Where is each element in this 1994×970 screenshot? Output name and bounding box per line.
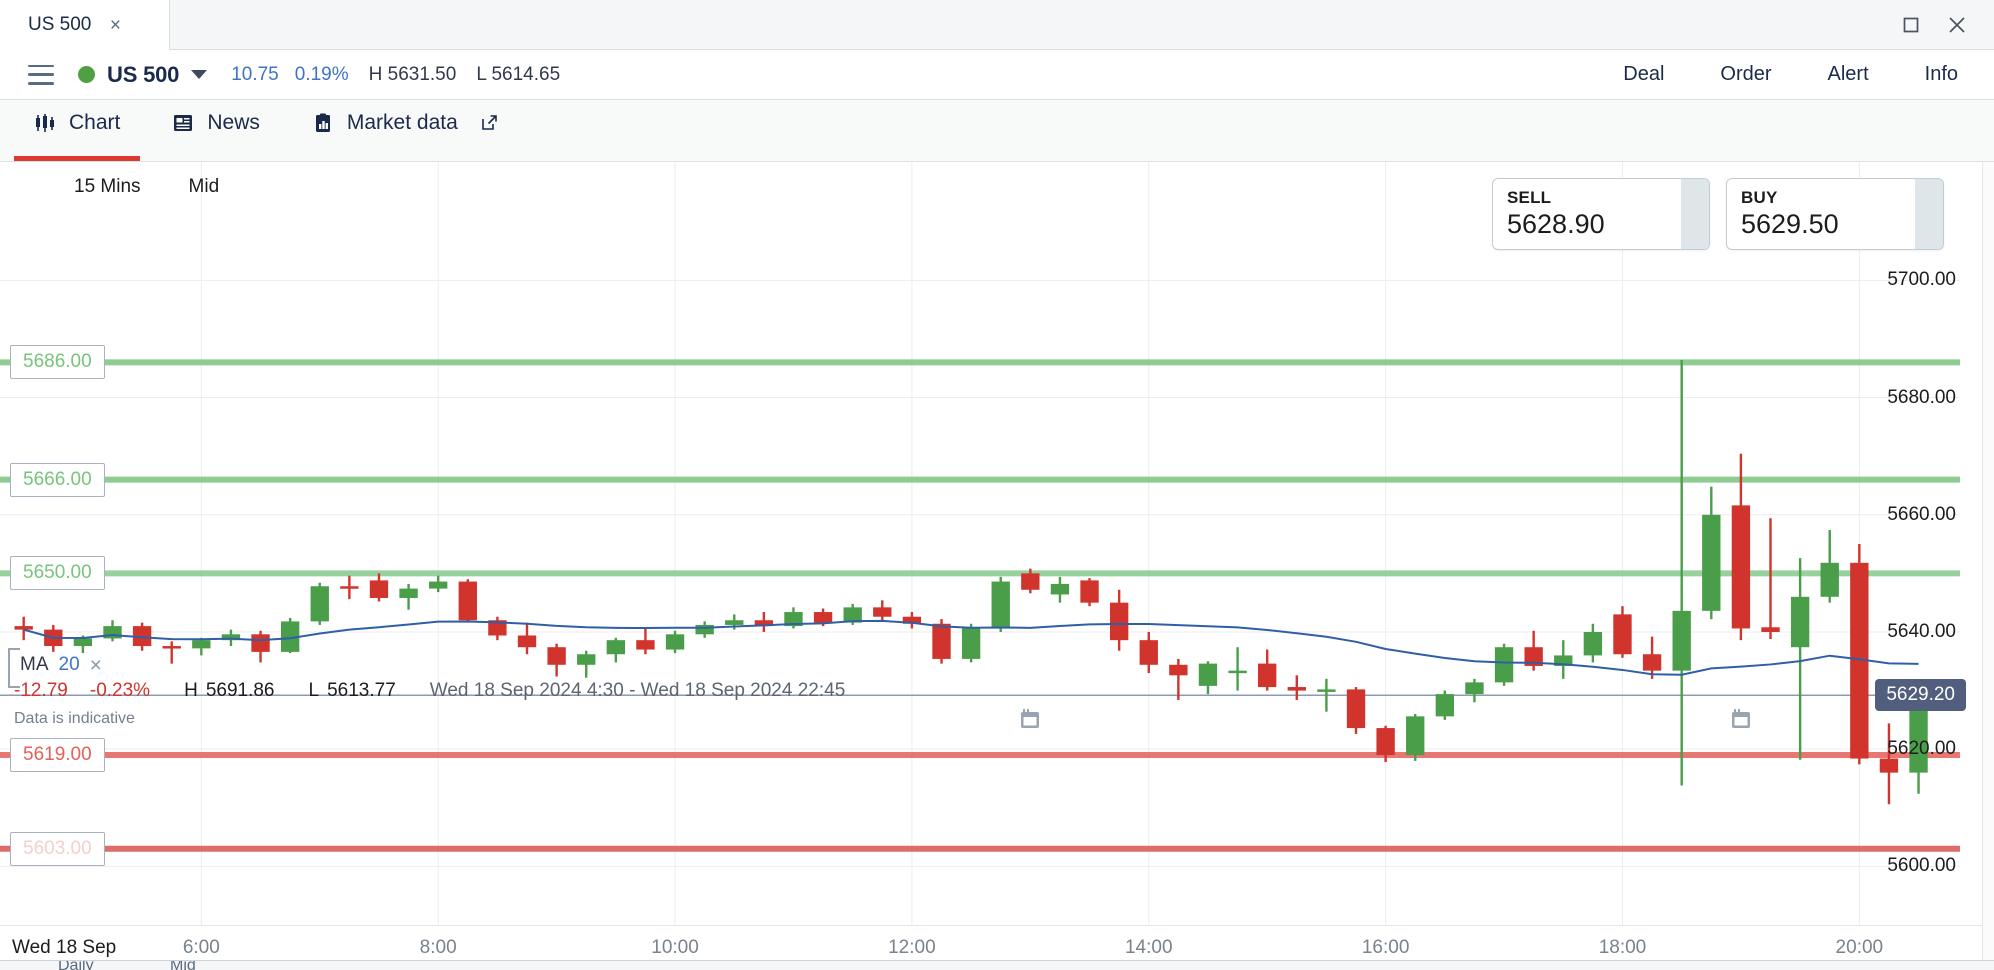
window-tab-label: US 500 — [28, 14, 92, 35]
bottom-strip-right: Mid — [170, 960, 196, 970]
external-link-icon — [481, 114, 498, 131]
close-icon[interactable]: × — [109, 14, 121, 36]
chart-stats: -12.79 -0.23% H 5691.86 L 5613.77 Wed 18… — [14, 680, 845, 702]
chart-scroll-strip[interactable] — [1982, 162, 1994, 970]
calendar-icon[interactable] — [1730, 707, 1752, 736]
section-tabs: Chart News — [0, 100, 1994, 162]
price-change: 10.75 — [231, 63, 279, 85]
ma-indicator-name: MA — [20, 654, 49, 675]
window-tab-strip: US 500 × — [0, 0, 170, 50]
x-axis-time-label: 12:00 — [888, 937, 936, 958]
tab-chart-label: Chart — [69, 110, 121, 134]
session-high: H 5631.50 — [369, 64, 457, 86]
alert-level-5603[interactable]: 5603.00 — [10, 831, 105, 866]
instrument-bar: US 500 10.75 0.19% H 5631.50 L 5614.65 D… — [0, 50, 1994, 100]
session-low: L 5614.65 — [476, 64, 560, 86]
tab-news[interactable]: News — [146, 100, 286, 161]
chevron-down-icon[interactable] — [191, 70, 208, 79]
price-axis-label: 5600.00 — [1887, 855, 1956, 877]
sell-ticket-price: 5628.90 — [1507, 209, 1605, 239]
alert-level-5666[interactable]: 5666.00 — [10, 462, 105, 497]
window-title-bar: US 500 × — [0, 0, 1994, 50]
chart-toolbar: 15 Mins Mid — [50, 176, 243, 198]
deal-tickets: SELL 5628.90 BUY 5629.50 — [1492, 178, 1944, 250]
buy-ticket-label: BUY — [1741, 188, 1778, 207]
price-axis-label: 5700.00 — [1887, 269, 1956, 291]
x-axis-time-label: 16:00 — [1361, 937, 1410, 958]
stat-change-percent: -0.23% — [89, 680, 151, 701]
price-axis-label: 5640.00 — [1887, 620, 1956, 642]
window-tab-us500[interactable]: US 500 × — [0, 0, 170, 50]
calendar-icon[interactable] — [1019, 707, 1041, 736]
data-disclaimer: Data is indicative — [14, 710, 135, 727]
close-icon[interactable] — [1934, 0, 1980, 50]
stat-low: 5613.77 — [327, 680, 396, 701]
close-icon[interactable]: × — [89, 653, 102, 677]
timeframe-selector[interactable]: 15 Mins — [74, 176, 141, 197]
stat-high: 5691.86 — [205, 680, 275, 701]
window-controls — [1888, 0, 1994, 49]
price-axis-label: 5660.00 — [1887, 503, 1956, 525]
bottom-strip-left: Daily — [58, 960, 94, 970]
stat-change: -12.79 — [14, 680, 68, 701]
x-axis-date-label: Wed 18 Sep — [12, 937, 117, 958]
tab-market-data-label: Market data — [346, 110, 458, 134]
stat-date-range: Wed 18 Sep 2024 4:30 - Wed 18 Sep 2024 2… — [429, 680, 846, 701]
price-change-percent: 0.19% — [294, 63, 349, 85]
stat-high-label: H — [184, 680, 198, 701]
tab-market-data[interactable]: Market data — [286, 100, 524, 161]
sell-ticket-label: SELL — [1507, 188, 1552, 207]
x-axis-time-label: 10:00 — [651, 937, 699, 958]
bottom-status-strip[interactable]: Daily Mid — [0, 960, 1994, 970]
high-label: H — [368, 63, 383, 85]
ma-indicator-chip[interactable]: MA 20 × — [8, 648, 108, 688]
tab-news-label: News — [207, 110, 260, 134]
instrument-name: US 500 — [107, 61, 180, 87]
high-value: 5631.50 — [387, 63, 457, 85]
header-actions: Deal Order Alert Info — [1595, 63, 1964, 86]
current-price-marker: 5629.20 — [1875, 679, 1966, 712]
low-label: L — [476, 63, 487, 85]
x-axis-time-label: 14:00 — [1124, 937, 1173, 958]
maximize-icon[interactable] — [1888, 0, 1934, 50]
chart-plot[interactable] — [0, 162, 1994, 970]
alert-level-5650[interactable]: 5650.00 — [10, 556, 105, 591]
market-open-dot — [78, 66, 95, 83]
price-type-selector[interactable]: Mid — [188, 176, 220, 197]
price-axis-label: 5680.00 — [1887, 386, 1956, 408]
stat-low-label: L — [308, 680, 320, 701]
low-value: 5614.65 — [491, 63, 561, 85]
ma-indicator-period[interactable]: 20 — [58, 654, 80, 675]
deal-button[interactable]: Deal — [1623, 63, 1665, 85]
x-axis-time-label: 18:00 — [1598, 937, 1647, 958]
chart-container[interactable]: 15 Mins Mid SELL 5628.90 BUY 5629.50 570… — [0, 162, 1994, 970]
clipboard-chart-icon — [312, 112, 334, 134]
buy-ticket-price: 5629.50 — [1741, 209, 1839, 239]
x-axis-time-label: 8:00 — [419, 937, 457, 958]
alert-level-5686[interactable]: 5686.00 — [10, 345, 105, 380]
indicator-bracket — [8, 648, 20, 688]
info-button[interactable]: Info — [1924, 63, 1958, 85]
alert-level-5619[interactable]: 5619.00 — [10, 738, 105, 773]
order-button[interactable]: Order — [1720, 63, 1772, 85]
tab-chart[interactable]: Chart — [8, 100, 146, 161]
newspaper-icon — [172, 112, 194, 134]
price-axis-label: 5620.00 — [1887, 738, 1956, 760]
alert-button[interactable]: Alert — [1827, 63, 1869, 85]
sell-ticket[interactable]: SELL 5628.90 — [1492, 178, 1710, 250]
candlestick-chart-icon — [34, 112, 56, 134]
x-axis-time-label: 20:00 — [1835, 937, 1884, 958]
hamburger-menu-icon[interactable] — [28, 64, 54, 85]
buy-ticket[interactable]: BUY 5629.50 — [1726, 178, 1944, 250]
x-axis-time-label: 6:00 — [182, 937, 220, 958]
